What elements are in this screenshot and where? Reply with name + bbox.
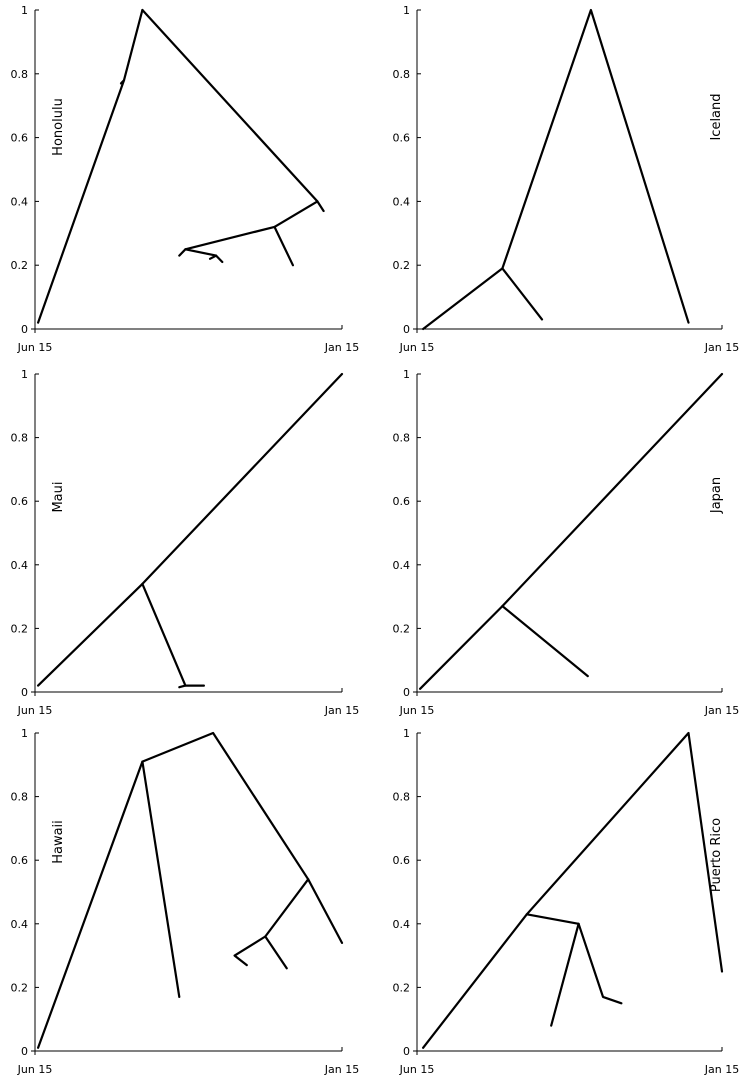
y-tick-label: 0.8 [11,68,29,81]
panel-label: Puerto Rico [709,818,724,892]
panel-label: Maui [51,481,66,512]
y-tick-label: 0.6 [393,854,411,867]
x-tick-label: Jun 15 [399,1063,435,1076]
y-tick-label: 0.6 [11,854,29,867]
y-tick-label: 1 [403,4,410,17]
y-tick-label: 0.2 [11,981,29,994]
series-line [178,684,187,689]
y-tick-label: 0.4 [11,195,29,208]
x-tick-label: Jan 15 [324,704,359,717]
series-line [208,254,218,260]
y-tick-label: 0.6 [11,132,29,145]
panel-maui: 0 0.2 0.4 0.6 0.8 1 Jun 15 Jan 15 Maui [11,368,360,717]
panel-hawaii: 0 0.2 0.4 0.6 0.8 1 Jun 15 Jan 15 Hawaii [11,727,360,1076]
x-tick-label: Jun 15 [17,1063,53,1076]
y-tick-label: 0.6 [11,495,29,508]
x-tick-label: Jan 15 [324,1063,359,1076]
x-tick-label: Jun 15 [399,704,435,717]
y-tick-label: 0 [403,686,410,699]
x-tick-label: Jan 15 [704,341,739,354]
series-line [36,731,344,1049]
panel-label: Hawaii [51,820,66,864]
y-tick-label: 1 [403,727,410,740]
y-tick-label: 1 [21,368,28,381]
y-tick-label: 0 [21,1045,28,1058]
y-tick-label: 0.2 [11,259,29,272]
panel-iceland: 0 0.2 0.4 0.6 0.8 1 Jun 15 Jan 15 Iceland [393,4,740,354]
series-line [501,604,589,678]
x-tick-label: Jun 15 [17,704,53,717]
y-tick-label: 0.4 [393,195,411,208]
panel-label: Honolulu [51,98,66,156]
y-tick-label: 0 [21,686,28,699]
series-line [233,935,267,967]
series-line [550,922,580,1027]
series-line [422,731,724,1049]
y-tick-label: 0.8 [393,791,411,804]
y-tick-label: 0.6 [393,495,411,508]
series-line [119,79,126,85]
y-tick-label: 1 [403,368,410,381]
y-tick-label: 0 [403,323,410,336]
series-line [36,372,344,687]
y-tick-label: 0.2 [393,981,411,994]
y-tick-label: 0.2 [393,622,411,635]
series-line [264,878,310,970]
x-tick-label: Jan 15 [324,341,359,354]
y-tick-label: 0 [21,323,28,336]
x-tick-label: Jun 15 [17,341,53,354]
y-tick-label: 0.4 [11,918,29,931]
series-line [141,8,325,213]
y-tick-label: 1 [21,4,28,17]
series-line [273,200,319,267]
y-tick-label: 0.4 [393,918,411,931]
panel-puerto-rico: 0 0.2 0.4 0.6 0.8 1 Jun 15 Jan 15 Puerto Rico [393,727,740,1076]
x-tick-label: Jun 15 [399,341,435,354]
y-tick-label: 0.4 [393,559,411,572]
y-tick-label: 0.8 [11,791,29,804]
series-line [141,582,205,687]
y-tick-label: 0.8 [11,432,29,445]
series-line [419,372,724,690]
panel-label: Japan [709,477,724,514]
series-line [422,8,690,331]
y-tick-label: 0 [403,1045,410,1058]
series-line [36,8,144,324]
panel-japan: 0 0.2 0.4 0.6 0.8 1 Jun 15 Jan 15 Japan [393,368,740,717]
series-line [141,760,181,999]
y-tick-label: 0.2 [393,259,411,272]
series-line [525,913,623,1005]
y-tick-label: 0.6 [393,132,411,145]
panel-honolulu: 0 0.2 0.4 0.6 0.8 1 Jun 15 Jan 15 Honolulu [11,4,360,354]
y-tick-label: 0.4 [11,559,29,572]
y-tick-label: 0.2 [11,622,29,635]
y-tick-label: 0.8 [393,68,411,81]
panel-label: Iceland [709,93,724,140]
x-tick-label: Jan 15 [704,1063,739,1076]
x-tick-label: Jan 15 [704,704,739,717]
series-line [501,267,544,321]
y-tick-label: 1 [21,727,28,740]
y-tick-label: 0.8 [393,432,411,445]
